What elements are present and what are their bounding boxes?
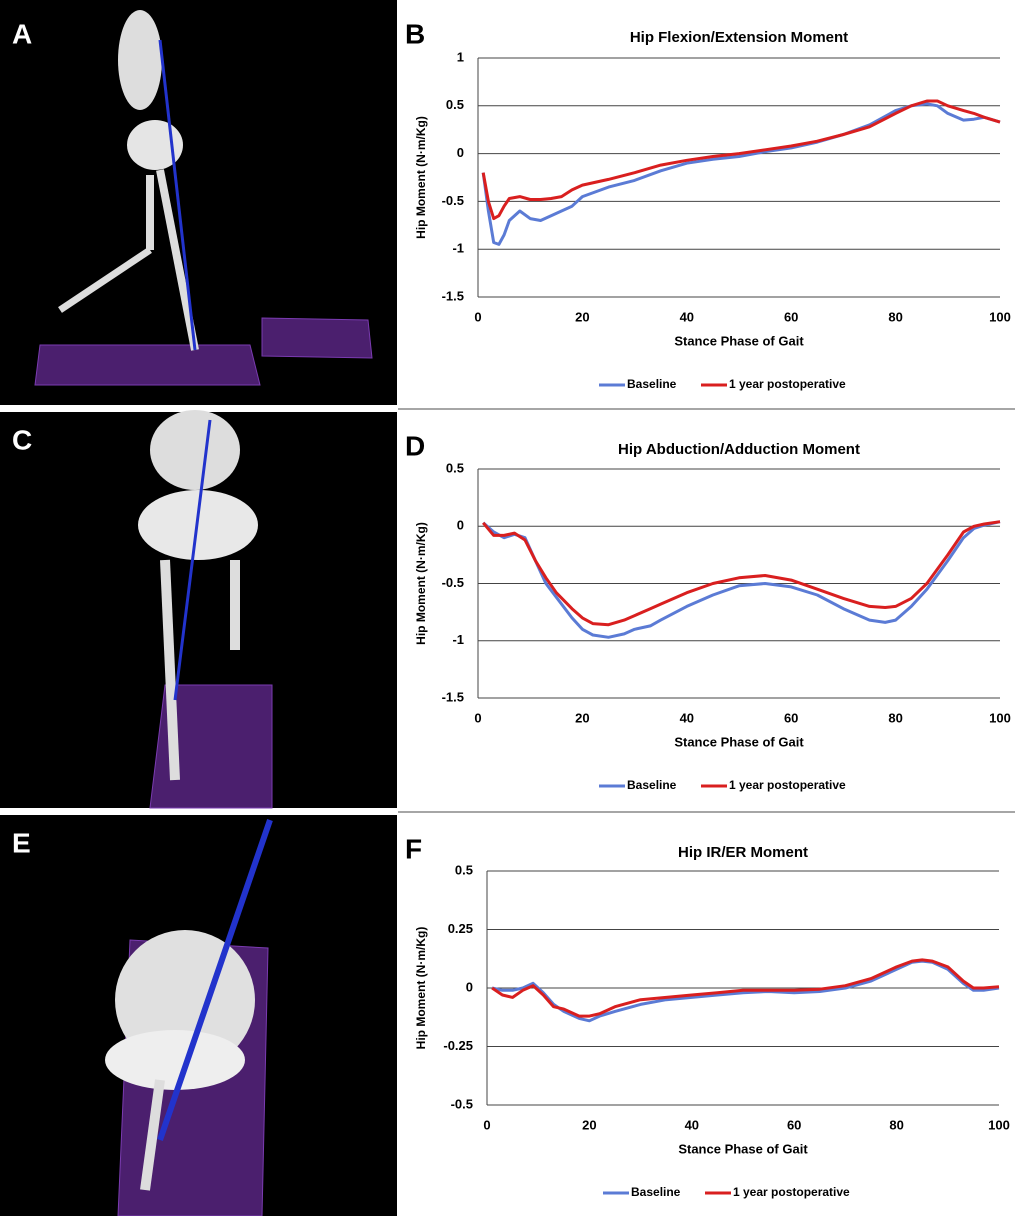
y-tick-label: 0: [466, 979, 473, 994]
x-axis-label: Stance Phase of Gait: [674, 734, 804, 749]
x-tick-label: 60: [784, 309, 798, 324]
y-tick-label: 0: [457, 145, 464, 160]
legend-label: Baseline: [631, 1185, 681, 1199]
x-tick-label: 0: [474, 309, 481, 324]
x-tick-label: 40: [685, 1117, 699, 1132]
chart-title: Hip IR/ER Moment: [678, 844, 808, 861]
legend-label: 1 year postoperative: [733, 1185, 850, 1199]
x-tick-label: 40: [680, 710, 694, 725]
x-axis-label: Stance Phase of Gait: [674, 333, 804, 348]
y-axis-label: Hip Moment (N·m/Kg): [414, 927, 428, 1050]
panel-letter: A: [12, 18, 32, 49]
image-panel: [0, 410, 397, 809]
series-line: [482, 520, 1001, 627]
x-tick-label: 20: [575, 710, 589, 725]
y-tick-label: -0.5: [451, 1096, 473, 1111]
y-axis-label: Hip Moment (N·m/Kg): [414, 116, 428, 239]
image-panel: [0, 815, 397, 1216]
legend-label: Baseline: [627, 377, 677, 391]
panel-letter: D: [405, 430, 425, 461]
x-tick-label: 20: [582, 1117, 596, 1132]
legend-label: 1 year postoperative: [729, 778, 846, 792]
y-axis-label: Hip Moment (N·m/Kg): [414, 522, 428, 645]
panel-letter: C: [12, 424, 32, 455]
series-line: [491, 958, 1000, 1018]
x-tick-label: 60: [784, 710, 798, 725]
y-tick-label: -1.5: [442, 689, 464, 704]
y-tick-label: -1: [452, 632, 464, 647]
chart-title: Hip Abduction/Adduction Moment: [618, 441, 860, 458]
panel-letter: F: [405, 833, 422, 864]
x-tick-label: 80: [888, 710, 902, 725]
y-tick-label: 0: [457, 518, 464, 533]
y-tick-label: -1: [452, 241, 464, 256]
panel-letter: E: [12, 827, 31, 858]
series-line: [481, 99, 1001, 221]
x-tick-label: 80: [889, 1117, 903, 1132]
x-tick-label: 100: [988, 1117, 1010, 1132]
x-tick-label: 100: [989, 309, 1011, 324]
x-tick-label: 20: [575, 309, 589, 324]
x-tick-label: 100: [989, 710, 1011, 725]
legend-label: 1 year postoperative: [729, 377, 846, 391]
y-tick-label: -0.5: [442, 575, 464, 590]
x-tick-label: 0: [483, 1117, 490, 1132]
y-tick-label: 0.25: [448, 921, 473, 936]
series-line: [482, 520, 1001, 639]
x-axis-label: Stance Phase of Gait: [678, 1141, 808, 1156]
x-tick-label: 0: [474, 710, 481, 725]
x-tick-label: 40: [680, 309, 694, 324]
y-tick-label: 0.5: [446, 97, 464, 112]
chart-title: Hip Flexion/Extension Moment: [630, 29, 848, 46]
y-tick-label: -0.25: [443, 1038, 473, 1053]
y-tick-label: -0.5: [442, 193, 464, 208]
y-tick-label: 0.5: [455, 862, 473, 877]
panel-letter: B: [405, 18, 425, 49]
series-line: [481, 102, 1001, 246]
x-tick-label: 80: [888, 309, 902, 324]
y-tick-label: 0.5: [446, 460, 464, 475]
x-tick-label: 60: [787, 1117, 801, 1132]
y-tick-label: 1: [457, 49, 464, 64]
legend-label: Baseline: [627, 778, 677, 792]
y-tick-label: -1.5: [442, 288, 464, 303]
image-panel: [0, 0, 397, 405]
